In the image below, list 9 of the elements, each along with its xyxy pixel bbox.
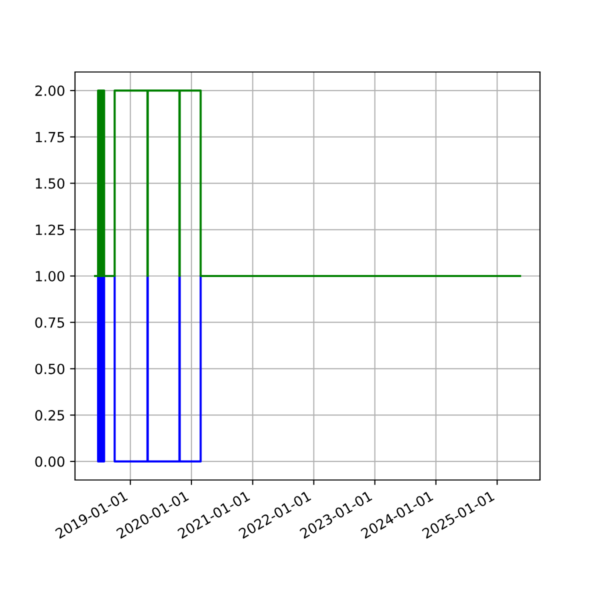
y-tick-label: 0.75 [35,317,64,328]
y-tick-label: 0.25 [35,410,64,421]
y-tick-label: 1.75 [36,132,64,142]
y-tick-label: 0.00 [35,456,64,467]
y-tick-label: 1.25 [36,224,64,236]
y-tick-label: 0.50 [35,364,64,374]
y-tick-label: 2.00 [35,86,64,96]
y-tick-label: 1.50 [36,178,64,189]
y-tick-label: 1.00 [36,270,64,282]
